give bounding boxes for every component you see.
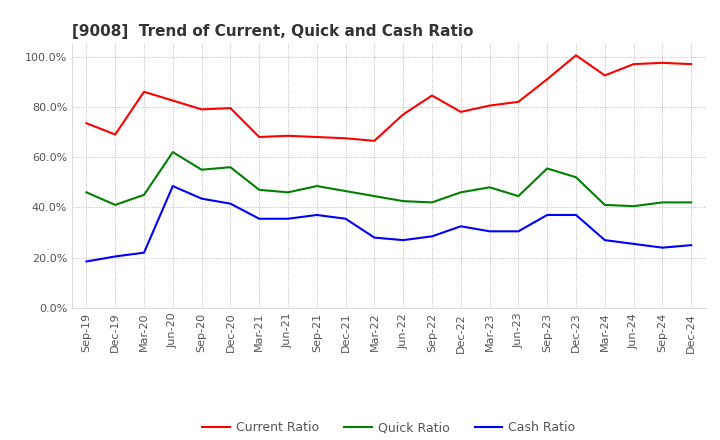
Cash Ratio <box>341 216 350 221</box>
Current Ratio <box>543 77 552 82</box>
Current Ratio <box>658 60 667 66</box>
Quick Ratio <box>312 183 321 189</box>
Current Ratio <box>629 62 638 67</box>
Current Ratio <box>82 121 91 126</box>
Cash Ratio <box>226 201 235 206</box>
Quick Ratio <box>629 204 638 209</box>
Current Ratio <box>514 99 523 104</box>
Quick Ratio <box>341 188 350 194</box>
Cash Ratio <box>543 213 552 218</box>
Line: Quick Ratio: Quick Ratio <box>86 152 691 206</box>
Current Ratio <box>687 62 696 67</box>
Quick Ratio <box>140 192 148 198</box>
Current Ratio <box>341 136 350 141</box>
Quick Ratio <box>600 202 609 208</box>
Legend: Current Ratio, Quick Ratio, Cash Ratio: Current Ratio, Quick Ratio, Cash Ratio <box>197 416 580 439</box>
Current Ratio <box>312 134 321 139</box>
Quick Ratio <box>514 194 523 199</box>
Current Ratio <box>284 133 292 139</box>
Cash Ratio <box>687 242 696 248</box>
Cash Ratio <box>370 235 379 240</box>
Cash Ratio <box>140 250 148 255</box>
Quick Ratio <box>658 200 667 205</box>
Cash Ratio <box>456 224 465 229</box>
Cash Ratio <box>485 229 494 234</box>
Quick Ratio <box>168 150 177 155</box>
Quick Ratio <box>428 200 436 205</box>
Quick Ratio <box>255 187 264 192</box>
Current Ratio <box>197 107 206 112</box>
Cash Ratio <box>600 238 609 243</box>
Current Ratio <box>399 112 408 117</box>
Cash Ratio <box>629 241 638 246</box>
Current Ratio <box>572 53 580 58</box>
Cash Ratio <box>572 213 580 218</box>
Current Ratio <box>226 106 235 111</box>
Quick Ratio <box>572 175 580 180</box>
Current Ratio <box>428 93 436 98</box>
Quick Ratio <box>284 190 292 195</box>
Cash Ratio <box>658 245 667 250</box>
Current Ratio <box>370 138 379 143</box>
Cash Ratio <box>312 213 321 218</box>
Quick Ratio <box>399 198 408 204</box>
Cash Ratio <box>197 196 206 201</box>
Cash Ratio <box>428 234 436 239</box>
Quick Ratio <box>370 194 379 199</box>
Current Ratio <box>456 109 465 114</box>
Text: [9008]  Trend of Current, Quick and Cash Ratio: [9008] Trend of Current, Quick and Cash … <box>72 24 473 39</box>
Quick Ratio <box>687 200 696 205</box>
Quick Ratio <box>197 167 206 172</box>
Cash Ratio <box>284 216 292 221</box>
Quick Ratio <box>82 190 91 195</box>
Current Ratio <box>485 103 494 108</box>
Current Ratio <box>111 132 120 137</box>
Cash Ratio <box>111 254 120 259</box>
Quick Ratio <box>111 202 120 208</box>
Line: Cash Ratio: Cash Ratio <box>86 186 691 261</box>
Quick Ratio <box>543 166 552 171</box>
Cash Ratio <box>399 238 408 243</box>
Cash Ratio <box>255 216 264 221</box>
Cash Ratio <box>168 183 177 189</box>
Current Ratio <box>168 98 177 103</box>
Line: Current Ratio: Current Ratio <box>86 55 691 141</box>
Quick Ratio <box>456 190 465 195</box>
Cash Ratio <box>82 259 91 264</box>
Quick Ratio <box>226 165 235 170</box>
Cash Ratio <box>514 229 523 234</box>
Current Ratio <box>255 134 264 139</box>
Current Ratio <box>140 89 148 95</box>
Quick Ratio <box>485 185 494 190</box>
Current Ratio <box>600 73 609 78</box>
